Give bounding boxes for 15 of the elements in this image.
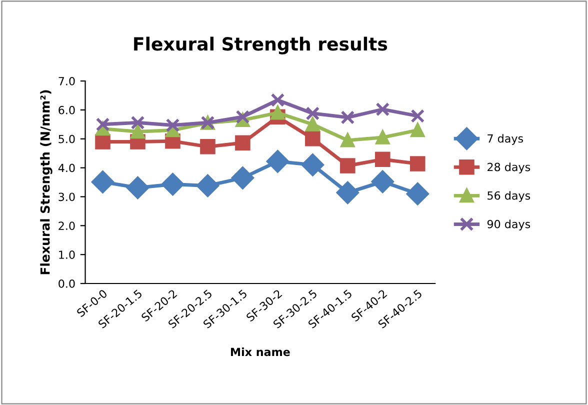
y-tick-label: 6.0 [58, 106, 75, 114]
y-tick-label: 2.0 [58, 222, 75, 230]
x-axis-title: Mix name [231, 348, 290, 356]
legend-label: 28 days [488, 162, 530, 174]
y-tick-label: 1.0 [59, 250, 75, 259]
y-tick-label: 5.0 [58, 134, 75, 144]
y-tick-label: 7.0 [58, 76, 75, 86]
y-tick-label: 0.0 [58, 279, 75, 288]
y-axis-title: Flexural Strength (N/mm²) [40, 90, 52, 274]
y-tick-label: 4.0 [58, 164, 75, 172]
y-tick-label: 3.0 [58, 192, 75, 202]
legend-label: 90 days [487, 220, 530, 230]
legend-label: 7 days [488, 134, 524, 145]
legend-label: 56 days [488, 191, 530, 202]
chart-title: Flexural Strength results [134, 36, 388, 54]
